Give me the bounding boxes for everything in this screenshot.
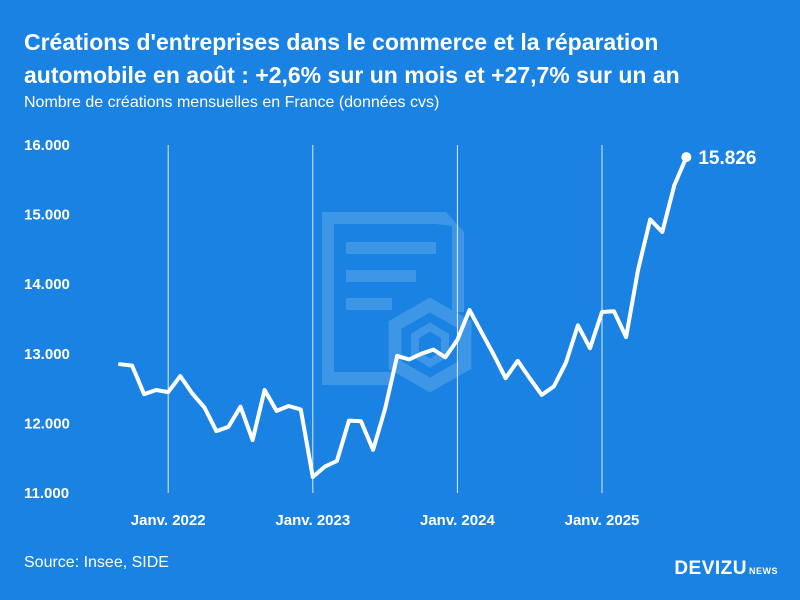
y-tick-label: 15.000 xyxy=(24,207,70,224)
source-note: Source: Insee, SIDE xyxy=(24,554,169,571)
end-point xyxy=(681,152,692,163)
brand-sub: NEWS xyxy=(749,566,778,576)
brand-logo: DEVIZU NEWS xyxy=(674,558,778,580)
y-tick-label: 12.000 xyxy=(24,415,70,432)
x-tick-label: Janv. 2024 xyxy=(420,512,495,529)
chart-subtitle: Nombre de créations mensuelles en France… xyxy=(24,94,440,111)
x-tick-label: Janv. 2025 xyxy=(565,512,640,529)
x-tick-label: Janv. 2023 xyxy=(275,512,350,529)
y-tick-label: 16.000 xyxy=(24,137,70,154)
chart-title: Créations d'entreprises dans le commerce… xyxy=(24,29,680,88)
y-tick-label: 11.000 xyxy=(24,485,69,502)
brand-name: DEVIZU xyxy=(674,558,747,579)
document-hexagon-icon xyxy=(322,212,472,393)
y-tick-label: 13.000 xyxy=(24,346,70,363)
end-value-label: 15.826 xyxy=(698,148,756,169)
x-tick-label: Janv. 2022 xyxy=(131,512,206,529)
series-line xyxy=(118,155,689,479)
y-tick-label: 14.000 xyxy=(24,276,70,293)
